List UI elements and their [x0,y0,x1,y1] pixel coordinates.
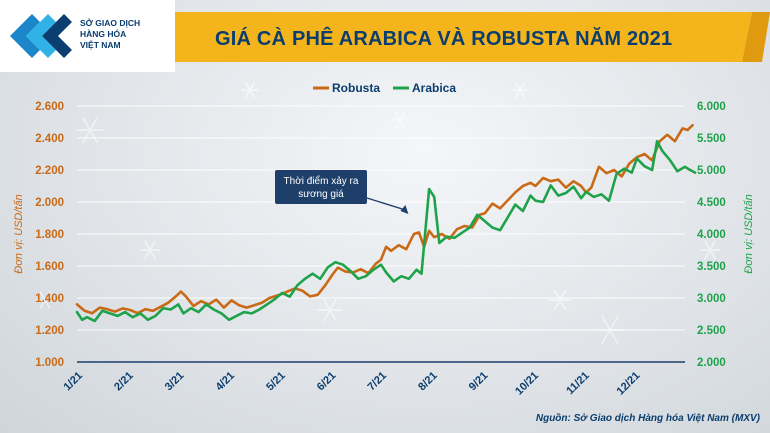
series-line-arabica [75,139,697,323]
header-banner [140,12,770,62]
snowflake-icon [510,81,530,99]
snowflake-decorations [35,81,721,345]
x-tick-label: 2/21 [112,370,136,394]
y-right-tick-label: 3.500 [697,261,726,273]
snowflake-arm [704,240,716,260]
y-left-tick-label: 2.600 [35,101,64,113]
x-tick-label: 3/21 [163,370,187,394]
x-tick-label: 9/21 [467,370,491,394]
y-left-tick-label: 1.400 [35,293,64,305]
y-right-tick-label: 2.500 [697,325,726,337]
y-left-tick-label: 1.800 [35,229,64,241]
annotation-text-line: sương giá [298,189,344,200]
snowflake-arm [514,81,526,99]
y-right-tick-label: 4.000 [697,229,726,241]
snowflake-icon [548,289,572,311]
y-left-axis-label: Đơn vị: USD/tấn [13,194,25,273]
snowflake-arm [144,240,156,260]
snowflake-arm [245,82,255,98]
y-right-axis-label: Đơn vị: USD/tấn [743,194,755,273]
x-tick-label: 1/21 [61,370,85,394]
logo-line-2: HÀNG HÓA [80,29,127,39]
y-right-tick-label: 3.000 [697,293,726,305]
annotation-arrowhead-icon [400,205,409,214]
chart-grid [77,105,685,331]
x-tick-label: 12/21 [615,370,643,398]
x-tick-label: 5/21 [264,370,288,394]
logo-line-3: VIỆT NAM [80,40,121,50]
snowflake-arm [39,291,51,309]
snowflake-icon [139,240,161,260]
snowflake-arm [323,298,337,322]
logo: SỞ GIAO DỊCH HÀNG HÓA VIỆT NAM [0,0,175,72]
x-tick-label: 11/21 [564,370,592,398]
snowflake-icon [390,111,410,129]
legend-item: Robusta [313,81,380,95]
x-tick-label: 6/21 [315,370,339,394]
legend-label: Arabica [412,81,456,95]
snowflake-arm [394,111,406,129]
logo-text: SỞ GIAO DỊCH HÀNG HÓA VIỆT NAM [80,18,172,51]
x-tick-label: 8/21 [416,370,440,394]
x-tick-label: 4/21 [213,370,237,394]
snowflake-icon [699,240,721,260]
y-left-tick-label: 2.200 [35,165,64,177]
chart-title: GIÁ CÀ PHÊ ARABICA VÀ ROBUSTA NĂM 2021 [215,28,673,50]
chart-legend: Robusta Arabica [313,81,456,95]
logo-line-1: SỞ GIAO DỊCH [80,18,141,28]
y-left-tick-label: 2.000 [35,197,64,209]
banner-fold [742,12,770,62]
annotation-text-line: Thời điểm xảy ra [284,175,359,187]
snowflake-icon [35,291,55,309]
logo-mark-icon [10,14,72,58]
chart-lines [75,123,697,323]
annotation-arrow [366,197,406,211]
chart-annotation: Thời điểm xảy ra sương giá [275,170,409,214]
snowflake-icon [241,82,259,98]
snowflake-arm [553,289,567,311]
y-right-tick-label: 6.000 [697,101,726,113]
y-right-tick-label: 5.000 [697,165,726,177]
y-left-tick-label: 1.200 [35,325,64,337]
legend-label: Robusta [332,81,380,95]
x-tick-label: 10/21 [513,370,541,398]
legend-item: Arabica [393,81,456,95]
y-left-tick-label: 2.400 [35,133,64,145]
source-note: Nguồn: Sở Giao dịch Hàng hóa Việt Nam (M… [535,413,760,424]
series-line-robusta [75,123,694,315]
x-tick-label: 7/21 [365,370,389,394]
y-left-tick-label: 1.600 [35,261,64,273]
y-right-tick-label: 4.500 [697,197,726,209]
annotation-box [275,170,367,204]
banner-shape [140,12,752,62]
y-left-tick-label: 1.000 [35,357,64,369]
y-right-tick-label: 2.000 [697,357,726,369]
snowflake-icon [317,298,343,322]
y-right-tick-label: 5.500 [697,133,726,145]
